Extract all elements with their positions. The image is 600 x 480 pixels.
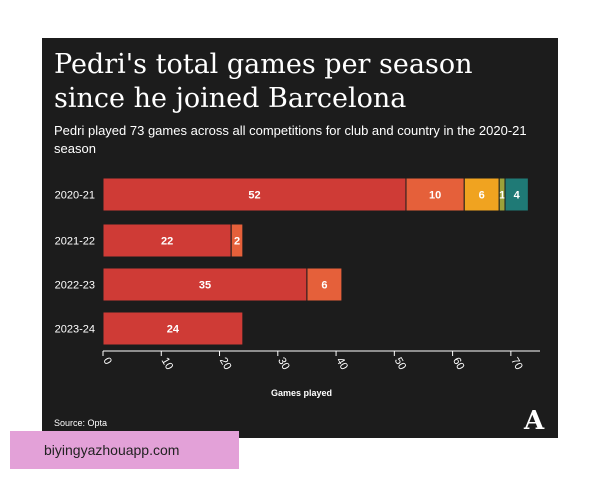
category-label: 2023-24 [55,324,95,336]
watermark-banner: biyingyazhouapp.com [10,431,239,469]
category-label: 2022-23 [55,280,95,292]
x-tick-label: 70 [508,356,525,373]
x-tick-label: 0 [100,356,113,367]
bar-segment [405,177,465,212]
chart-title: Pedri's total games per season since he … [54,49,473,114]
chart-subtitle: Pedri played 73 games across all competi… [54,123,527,156]
category-label: 2021-22 [55,236,95,248]
x-tick-label: 40 [333,356,350,373]
data-label: 35 [199,280,211,292]
data-label: 1 [499,190,505,202]
data-label: 6 [479,190,485,202]
bar-segment [102,311,244,346]
data-label: 4 [514,190,521,202]
source-note: Source: Opta [54,418,108,428]
data-label: 22 [161,236,173,248]
bar-segment [504,177,529,212]
x-tick-label: 50 [392,356,409,373]
chart-card: Pedri's total games per season since he … [42,38,558,438]
category-label: 2020-21 [55,190,95,202]
bar-segment [230,223,244,258]
data-label: 24 [167,324,180,336]
data-label: 52 [248,190,260,202]
athletic-logo: A [524,406,545,436]
x-tick-label: 30 [275,356,292,373]
bar-segment [102,177,407,212]
data-label: 6 [321,280,327,292]
data-label: 10 [429,190,441,202]
data-label: 2 [234,236,240,248]
x-tick-label: 20 [217,356,234,373]
x-tick-label: 10 [159,356,176,373]
x-axis-title: Games played [271,388,332,398]
bar-segment [306,267,343,302]
x-tick-label: 60 [450,356,467,373]
